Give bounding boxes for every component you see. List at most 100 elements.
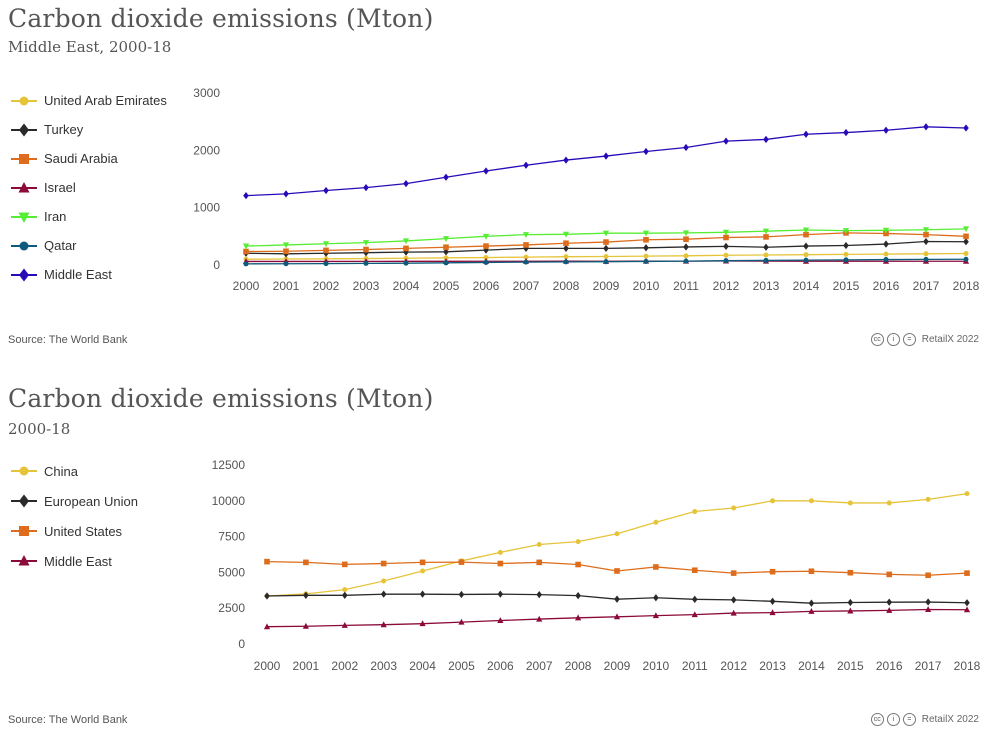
data-point-european-union[interactable] bbox=[264, 592, 270, 600]
data-point-middle-east[interactable] bbox=[283, 190, 289, 198]
data-point-saudi-arabia[interactable] bbox=[923, 231, 929, 238]
data-point-middle-east[interactable] bbox=[769, 609, 776, 616]
data-point-saudi-arabia[interactable] bbox=[963, 233, 969, 240]
data-point-united-states[interactable] bbox=[380, 560, 387, 567]
data-point-turkey[interactable] bbox=[763, 243, 769, 251]
data-point-qatar[interactable] bbox=[283, 261, 289, 267]
data-point-united-states[interactable] bbox=[691, 567, 698, 574]
data-point-saudi-arabia[interactable] bbox=[683, 236, 689, 242]
legend-item-iran[interactable]: Iran bbox=[10, 202, 167, 231]
data-point-saudi-arabia[interactable] bbox=[403, 245, 409, 252]
data-point-european-union[interactable] bbox=[847, 598, 854, 607]
data-point-middle-east[interactable] bbox=[613, 613, 621, 620]
legend-item-middle-east[interactable]: Middle East bbox=[10, 546, 138, 576]
data-point-qatar[interactable] bbox=[443, 260, 449, 266]
data-point-iran[interactable] bbox=[682, 230, 690, 237]
data-point-qatar[interactable] bbox=[923, 256, 929, 262]
data-point-united-states[interactable] bbox=[769, 568, 776, 575]
data-point-middle-east[interactable] bbox=[523, 161, 529, 169]
data-point-united-arab-emirates[interactable] bbox=[563, 254, 569, 260]
data-point-european-union[interactable] bbox=[964, 599, 970, 607]
data-point-qatar[interactable] bbox=[563, 259, 569, 265]
legend-item-european-union[interactable]: European Union bbox=[10, 486, 138, 516]
data-point-iran[interactable] bbox=[522, 232, 530, 238]
data-point-european-union[interactable] bbox=[886, 598, 893, 606]
legend-item-qatar[interactable]: Qatar bbox=[10, 231, 167, 260]
data-point-qatar[interactable] bbox=[323, 261, 329, 267]
data-point-middle-east[interactable] bbox=[497, 617, 504, 624]
data-point-united-arab-emirates[interactable] bbox=[723, 252, 729, 258]
data-point-united-arab-emirates[interactable] bbox=[963, 251, 969, 257]
data-point-iran[interactable] bbox=[562, 231, 570, 238]
legend-item-middle-east[interactable]: Middle East bbox=[10, 260, 167, 289]
data-point-middle-east[interactable] bbox=[925, 606, 932, 613]
data-point-middle-east[interactable] bbox=[443, 173, 449, 181]
data-point-middle-east[interactable] bbox=[575, 614, 582, 621]
data-point-european-union[interactable] bbox=[730, 596, 737, 604]
data-point-middle-east[interactable] bbox=[419, 620, 426, 627]
data-point-european-union[interactable] bbox=[614, 595, 620, 603]
data-point-united-states[interactable] bbox=[730, 570, 737, 576]
data-point-european-union[interactable] bbox=[653, 594, 659, 602]
data-point-united-states[interactable] bbox=[303, 559, 309, 566]
data-point-qatar[interactable] bbox=[363, 260, 369, 266]
data-point-european-union[interactable] bbox=[380, 590, 387, 598]
data-point-european-union[interactable] bbox=[769, 597, 776, 605]
data-point-iran[interactable] bbox=[282, 242, 290, 249]
data-point-united-arab-emirates[interactable] bbox=[683, 253, 689, 259]
data-point-united-states[interactable] bbox=[497, 560, 504, 567]
data-point-european-union[interactable] bbox=[575, 591, 581, 600]
data-point-saudi-arabia[interactable] bbox=[243, 248, 249, 255]
legend-item-china[interactable]: China bbox=[10, 456, 138, 486]
data-point-united-states[interactable] bbox=[653, 564, 659, 570]
data-point-saudi-arabia[interactable] bbox=[483, 243, 489, 249]
data-point-middle-east[interactable] bbox=[808, 607, 815, 614]
data-point-turkey[interactable] bbox=[363, 249, 369, 257]
series-line-china[interactable] bbox=[266, 492, 968, 597]
data-point-saudi-arabia[interactable] bbox=[443, 244, 449, 251]
data-point-united-states[interactable] bbox=[847, 569, 854, 576]
data-point-china[interactable] bbox=[653, 519, 659, 525]
data-point-united-states[interactable] bbox=[419, 559, 426, 566]
data-point-middle-east[interactable] bbox=[886, 606, 893, 613]
data-point-saudi-arabia[interactable] bbox=[323, 247, 329, 254]
data-point-united-arab-emirates[interactable] bbox=[443, 255, 449, 261]
data-point-qatar[interactable] bbox=[483, 259, 489, 265]
data-point-turkey[interactable] bbox=[523, 244, 529, 253]
data-point-china[interactable] bbox=[847, 500, 853, 506]
data-point-iran[interactable] bbox=[402, 238, 410, 245]
data-point-united-states[interactable] bbox=[536, 559, 543, 566]
data-point-qatar[interactable] bbox=[803, 257, 809, 263]
data-point-qatar[interactable] bbox=[883, 257, 889, 263]
data-point-united-states[interactable] bbox=[808, 568, 815, 575]
data-point-turkey[interactable] bbox=[843, 241, 849, 250]
data-point-middle-east[interactable] bbox=[683, 143, 689, 152]
data-point-china[interactable] bbox=[575, 539, 581, 545]
data-point-iran[interactable] bbox=[322, 241, 330, 248]
data-point-middle-east[interactable] bbox=[563, 156, 569, 164]
data-point-qatar[interactable] bbox=[963, 256, 969, 262]
data-point-middle-east[interactable] bbox=[302, 622, 309, 629]
data-point-china[interactable] bbox=[420, 568, 426, 574]
data-point-china[interactable] bbox=[731, 505, 737, 511]
data-point-european-union[interactable] bbox=[497, 590, 504, 598]
legend-item-uae[interactable]: United Arab Emirates bbox=[10, 86, 167, 115]
data-point-middle-east[interactable] bbox=[691, 611, 698, 618]
data-point-saudi-arabia[interactable] bbox=[523, 242, 529, 248]
data-point-iran[interactable] bbox=[842, 228, 850, 234]
data-point-united-arab-emirates[interactable] bbox=[763, 252, 769, 258]
data-point-china[interactable] bbox=[925, 496, 931, 502]
legend-item-israel[interactable]: Israel bbox=[10, 173, 167, 202]
data-point-united-states[interactable] bbox=[458, 559, 465, 565]
data-point-iran[interactable] bbox=[762, 228, 770, 235]
data-point-iran[interactable] bbox=[962, 226, 970, 233]
data-point-middle-east[interactable] bbox=[323, 186, 329, 195]
data-point-china[interactable] bbox=[342, 587, 348, 593]
data-point-european-union[interactable] bbox=[458, 590, 465, 599]
data-point-turkey[interactable] bbox=[403, 248, 409, 256]
data-point-saudi-arabia[interactable] bbox=[723, 234, 729, 241]
data-point-middle-east[interactable] bbox=[963, 606, 971, 613]
data-point-iran[interactable] bbox=[242, 243, 250, 250]
legend-item-saudi-arabia[interactable]: Saudi Arabia bbox=[10, 144, 167, 173]
data-point-china[interactable] bbox=[381, 578, 387, 584]
